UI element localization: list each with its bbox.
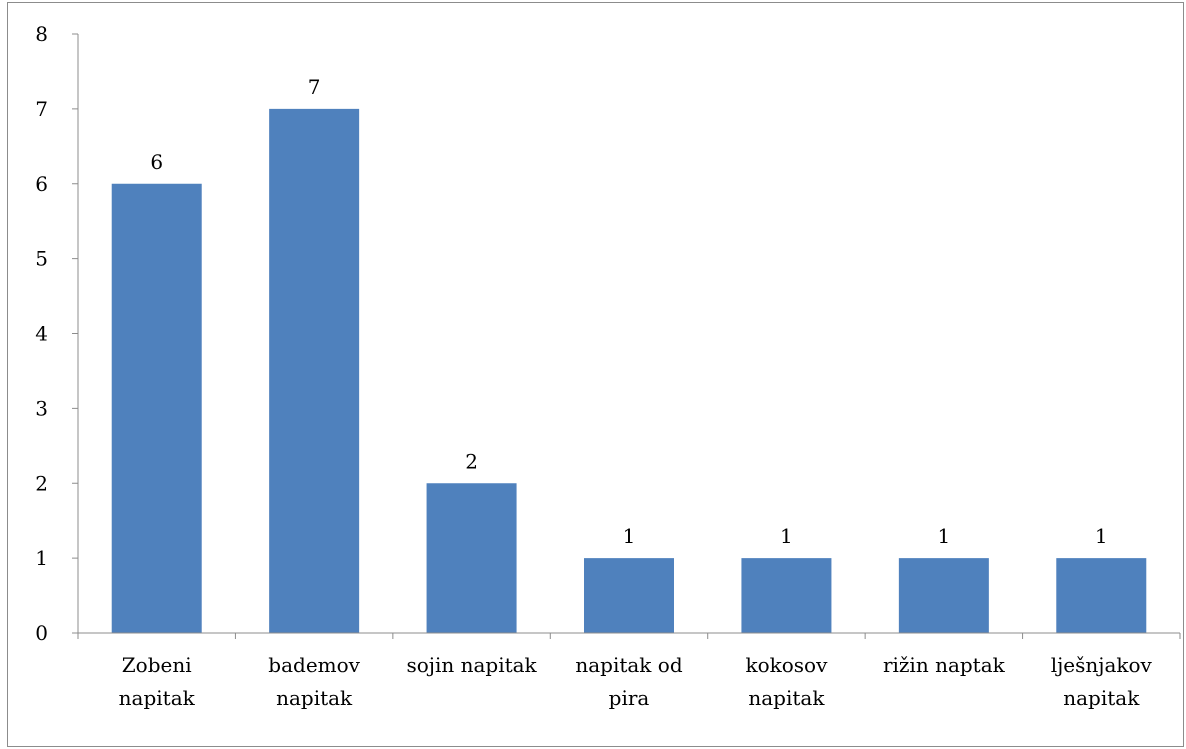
bars [111, 108, 1147, 633]
y-tick-label: 8 [35, 22, 48, 46]
data-labels: 6 7 2 1 1 1 1 [150, 75, 1107, 548]
y-tick-label: 5 [35, 247, 48, 271]
x-axis-categories: Zobeni napitak bademov napitak sojin napitak… [119, 653, 1153, 710]
y-axis-ticks: 0 1 2 3 4 5 6 7 8 [35, 22, 1181, 645]
category-label: lješnjakov [1051, 653, 1153, 677]
y-tick-label: 0 [35, 621, 48, 645]
bar [584, 558, 674, 633]
data-label: 2 [465, 449, 478, 473]
bar [898, 558, 989, 633]
category-label: napitak [119, 686, 196, 710]
bar [426, 483, 517, 633]
data-label: 1 [780, 524, 793, 548]
category-label: napitak [276, 686, 353, 710]
y-tick-label: 3 [35, 396, 48, 420]
data-label: 6 [150, 150, 163, 174]
y-tick-label: 6 [35, 172, 48, 196]
category-label: kokosov [745, 653, 828, 677]
category-label: napitak [748, 686, 825, 710]
data-label: 7 [308, 75, 321, 99]
category-label: pira [609, 686, 650, 710]
data-label: 1 [937, 524, 950, 548]
category-label: rižin naptak [883, 653, 1006, 677]
bar [1056, 558, 1147, 633]
bar [269, 108, 360, 633]
y-tick-label: 1 [35, 546, 48, 570]
bar [741, 558, 832, 633]
y-tick-label: 2 [35, 471, 48, 495]
category-label: Zobeni [122, 653, 192, 677]
category-label: napitak [1063, 686, 1140, 710]
data-label: 1 [1095, 524, 1108, 548]
bar [111, 183, 202, 633]
data-label: 1 [623, 524, 636, 548]
category-label: bademov [268, 653, 360, 677]
y-tick-label: 4 [35, 322, 48, 346]
category-label: napitak od [575, 653, 682, 677]
y-tick-label: 7 [35, 97, 48, 121]
category-label: sojin napitak [406, 653, 537, 677]
